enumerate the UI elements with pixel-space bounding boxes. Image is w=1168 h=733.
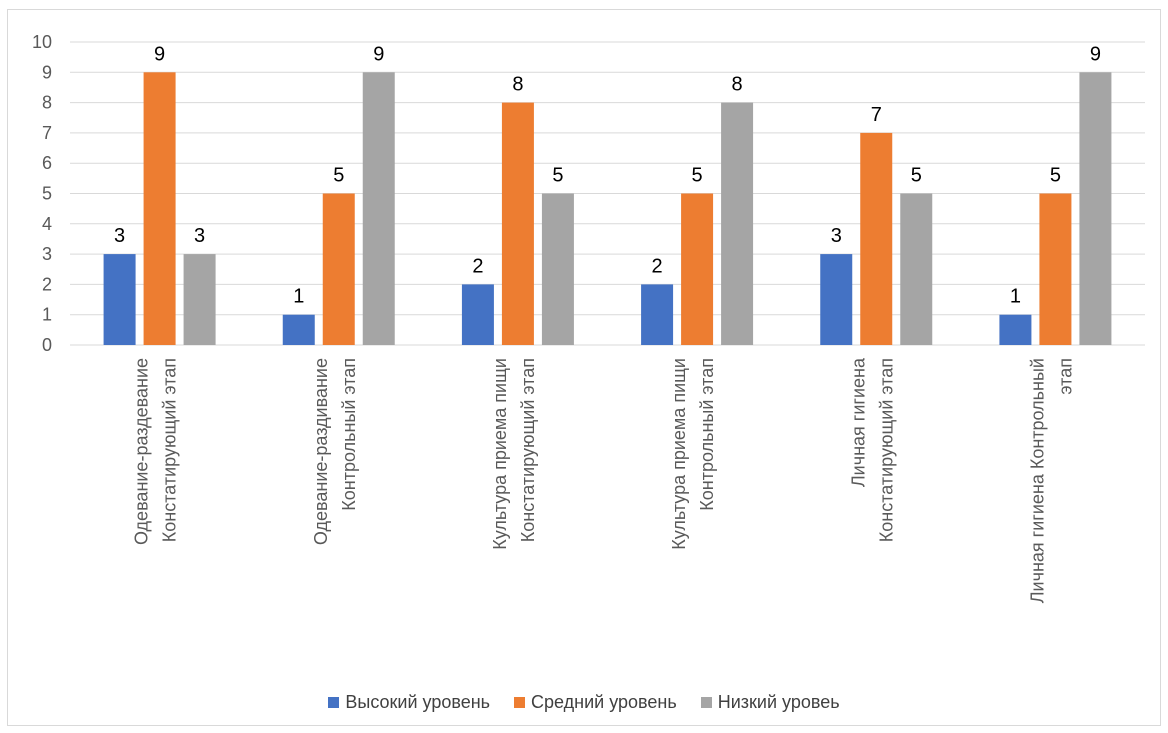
x-tick-label: Личная гигиена [848, 357, 868, 487]
data-label: 2 [652, 255, 663, 277]
bar [900, 193, 933, 345]
data-label: 8 [512, 74, 523, 96]
data-label: 5 [1050, 165, 1061, 187]
bar [1039, 193, 1072, 345]
x-tick-label: Личная гигиена Контрольный [1027, 358, 1047, 603]
legend-label: Низкий уровеь [717, 692, 840, 712]
data-label: 5 [552, 165, 563, 187]
bar [143, 72, 176, 346]
bar [820, 254, 853, 345]
x-tick-label: Констатирующий этап [160, 358, 180, 542]
data-label: 3 [831, 225, 842, 247]
x-tick-label: Одевание-раздевание [132, 358, 152, 545]
legend: Высокий уровень Средний уровень Низкий уро… [0, 692, 1168, 713]
x-tick-label: Констатирующий этап [518, 358, 538, 542]
bar [1079, 72, 1112, 346]
x-tick-label: Контрольный этап [339, 358, 359, 511]
bar [183, 254, 216, 345]
x-tick-label: Контрольный этап [697, 358, 717, 511]
data-label: 9 [373, 43, 384, 65]
data-label: 5 [333, 165, 344, 187]
chart-frame [7, 9, 1161, 726]
legend-label: Средний уровень [531, 692, 677, 712]
legend-item: Средний уровень [514, 692, 677, 713]
data-label: 9 [1090, 43, 1101, 65]
y-tick-label: 10 [32, 32, 52, 52]
y-tick-label: 3 [42, 244, 52, 264]
y-tick-label: 6 [42, 153, 52, 173]
data-label: 9 [154, 43, 165, 65]
x-tick-label: Одевание-раздивание [311, 358, 331, 545]
y-tick-label: 9 [42, 62, 52, 82]
bar [860, 132, 893, 345]
legend-item: Высокий уровень [328, 692, 490, 713]
y-tick-label: 0 [42, 335, 52, 355]
bar [461, 284, 494, 345]
bar [999, 314, 1032, 345]
data-label: 3 [114, 225, 125, 247]
data-label: 2 [472, 255, 483, 277]
x-tick-label: Культура приема пищи [669, 358, 689, 550]
legend-label: Высокий уровень [345, 692, 491, 712]
x-tick-label: Констатирующий этап [876, 358, 896, 542]
data-label: 7 [871, 104, 882, 126]
y-tick-label: 7 [42, 123, 52, 143]
x-tick-label: Культура приема пищи [490, 358, 510, 550]
legend-swatch [328, 697, 340, 708]
y-tick-label: 4 [42, 214, 52, 234]
legend-swatch [700, 697, 712, 708]
legend-item: Низкий уровеь [700, 692, 840, 713]
data-label: 3 [194, 225, 205, 247]
bar [501, 102, 534, 345]
data-label: 1 [293, 286, 304, 308]
y-tick-label: 1 [42, 305, 52, 325]
bar [681, 193, 714, 345]
legend-swatch [514, 697, 526, 708]
data-label: 5 [692, 165, 703, 187]
bar [721, 102, 754, 345]
data-label: 8 [732, 74, 743, 96]
bar [362, 72, 395, 346]
bar [641, 284, 674, 345]
data-label: 1 [1010, 286, 1021, 308]
bar [322, 193, 355, 345]
y-tick-label: 5 [42, 184, 52, 204]
data-label: 5 [911, 165, 922, 187]
y-tick-label: 8 [42, 93, 52, 113]
bar [282, 314, 315, 345]
x-tick-label: этап [1055, 358, 1075, 395]
bar [541, 193, 574, 345]
y-tick-label: 2 [42, 274, 52, 294]
bar [103, 254, 136, 345]
